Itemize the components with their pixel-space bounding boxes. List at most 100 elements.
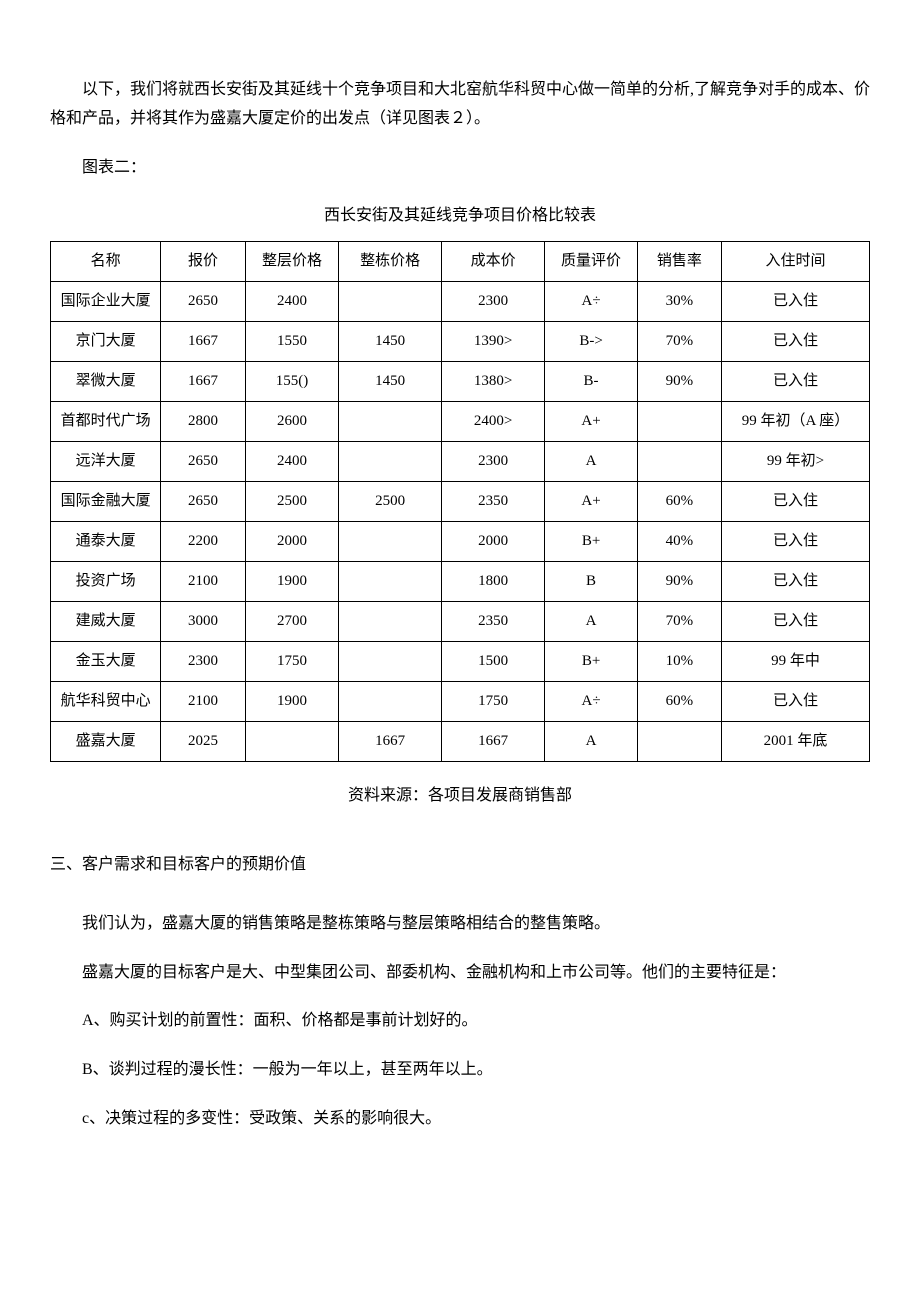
table-cell: B+ (545, 642, 638, 682)
table-cell: 1900 (245, 682, 339, 722)
chart-label: 图表二： (50, 154, 870, 183)
table-cell: 京门大厦 (51, 322, 161, 362)
table-cell: 翠微大厦 (51, 362, 161, 402)
source-text: 资料来源：各项目发展商销售部 (50, 782, 870, 811)
table-cell: 90% (637, 362, 721, 402)
table-row: 远洋大厦265024002300A99 年初> (51, 442, 870, 482)
table-cell: 1380> (441, 362, 544, 402)
table-cell: 国际金融大厦 (51, 482, 161, 522)
col-header-whole-price: 整栋价格 (339, 242, 442, 282)
table-cell: 1667 (339, 722, 442, 762)
col-header-name: 名称 (51, 242, 161, 282)
col-header-quality: 质量评价 (545, 242, 638, 282)
table-cell: 已入住 (721, 322, 869, 362)
table-header-row: 名称 报价 整层价格 整栋价格 成本价 质量评价 销售率 入住时间 (51, 242, 870, 282)
table-row: 首都时代广场280026002400>A+99 年初（A 座） (51, 402, 870, 442)
col-header-floor-price: 整层价格 (245, 242, 339, 282)
table-row: 盛嘉大厦202516671667A2001 年底 (51, 722, 870, 762)
table-cell: A+ (545, 402, 638, 442)
table-cell: 2400 (245, 442, 339, 482)
table-cell: 1450 (339, 362, 442, 402)
table-cell: 155() (245, 362, 339, 402)
table-cell: B (545, 562, 638, 602)
table-cell: B- (545, 362, 638, 402)
table-cell: 90% (637, 562, 721, 602)
table-cell: 投资广场 (51, 562, 161, 602)
table-cell: 已入住 (721, 282, 869, 322)
table-cell: 2025 (161, 722, 245, 762)
table-cell: 3000 (161, 602, 245, 642)
intro-paragraph: 以下，我们将就西长安街及其延线十个竞争项目和大北窑航华科贸中心做一简单的分析,了… (50, 76, 870, 134)
table-cell: 已入住 (721, 602, 869, 642)
table-row: 通泰大厦220020002000B+40%已入住 (51, 522, 870, 562)
table-row: 航华科贸中心210019001750A÷60%已入住 (51, 682, 870, 722)
table-cell: 远洋大厦 (51, 442, 161, 482)
table-cell: 2650 (161, 442, 245, 482)
table-cell: 1750 (245, 642, 339, 682)
table-cell: 1667 (441, 722, 544, 762)
point-a: A、购买计划的前置性：面积、价格都是事前计划好的。 (50, 1007, 870, 1036)
table-cell (245, 722, 339, 762)
table-cell: B-> (545, 322, 638, 362)
table-cell: 60% (637, 682, 721, 722)
table-cell: 2400 (245, 282, 339, 322)
table-cell: 金玉大厦 (51, 642, 161, 682)
table-cell: 1450 (339, 322, 442, 362)
table-cell: 建威大厦 (51, 602, 161, 642)
paragraph-1: 我们认为，盛嘉大厦的销售策略是整栋策略与整层策略相结合的整售策略。 (50, 910, 870, 939)
table-cell: A (545, 602, 638, 642)
table-cell (339, 522, 442, 562)
table-cell: 1390> (441, 322, 544, 362)
table-cell: 40% (637, 522, 721, 562)
table-cell: 2300 (441, 442, 544, 482)
table-cell: 2650 (161, 482, 245, 522)
section-heading: 三、客户需求和目标客户的预期价值 (50, 851, 870, 880)
col-header-move-in-time: 入住时间 (721, 242, 869, 282)
table-cell: 已入住 (721, 362, 869, 402)
table-cell: 1667 (161, 322, 245, 362)
table-cell: A (545, 442, 638, 482)
table-cell: 2100 (161, 682, 245, 722)
table-cell: 30% (637, 282, 721, 322)
table-cell: 70% (637, 602, 721, 642)
table-cell: A÷ (545, 282, 638, 322)
table-row: 建威大厦30002700 2350A70%已入住 (51, 602, 870, 642)
table-cell: A+ (545, 482, 638, 522)
table-cell (637, 402, 721, 442)
table-cell: 2500 (339, 482, 442, 522)
table-cell: 通泰大厦 (51, 522, 161, 562)
table-row: 投资广场210019001800B90%已入住 (51, 562, 870, 602)
point-b: B、谈判过程的漫长性：一般为一年以上，甚至两年以上。 (50, 1056, 870, 1085)
table-cell: 航华科贸中心 (51, 682, 161, 722)
table-cell: 1500 (441, 642, 544, 682)
table-cell: 2000 (441, 522, 544, 562)
table-cell: 2350 (441, 482, 544, 522)
table-cell: 2000 (245, 522, 339, 562)
table-cell (339, 442, 442, 482)
col-header-cost-price: 成本价 (441, 242, 544, 282)
table-cell: 2350 (441, 602, 544, 642)
col-header-sales-rate: 销售率 (637, 242, 721, 282)
table-cell (339, 282, 442, 322)
table-cell: 2700 (245, 602, 339, 642)
table-cell: 2400> (441, 402, 544, 442)
table-cell (339, 562, 442, 602)
table-cell: 99 年中 (721, 642, 869, 682)
table-cell: 70% (637, 322, 721, 362)
table-cell: 2300 (441, 282, 544, 322)
table-cell: A÷ (545, 682, 638, 722)
table-cell: 2300 (161, 642, 245, 682)
table-cell (339, 642, 442, 682)
table-title: 西长安街及其延线竞争项目价格比较表 (50, 202, 870, 231)
table-cell: 2200 (161, 522, 245, 562)
table-cell: 2650 (161, 282, 245, 322)
table-cell: A (545, 722, 638, 762)
table-cell: 盛嘉大厦 (51, 722, 161, 762)
table-row: 翠微大厦1667155()14501380>B-90%已入住 (51, 362, 870, 402)
table-cell (339, 682, 442, 722)
table-cell: 1800 (441, 562, 544, 602)
table-row: 国际企业大厦265024002300A÷30%已入住 (51, 282, 870, 322)
table-cell: 首都时代广场 (51, 402, 161, 442)
table-cell: 2500 (245, 482, 339, 522)
table-cell: 2001 年底 (721, 722, 869, 762)
